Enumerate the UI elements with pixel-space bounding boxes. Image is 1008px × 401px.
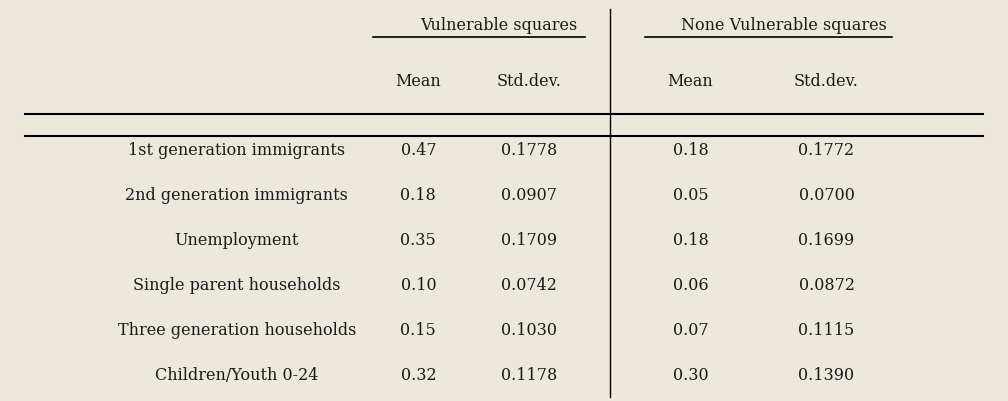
Text: 0.1699: 0.1699 xyxy=(798,232,855,249)
Text: 0.35: 0.35 xyxy=(400,232,436,249)
Text: Three generation households: Three generation households xyxy=(118,322,356,338)
Text: 2nd generation immigrants: 2nd generation immigrants xyxy=(125,187,349,204)
Text: 0.32: 0.32 xyxy=(400,367,436,383)
Text: 0.15: 0.15 xyxy=(400,322,436,338)
Text: 0.1178: 0.1178 xyxy=(501,367,557,383)
Text: 0.0742: 0.0742 xyxy=(501,277,557,294)
Text: 0.05: 0.05 xyxy=(672,187,709,204)
Text: Std.dev.: Std.dev. xyxy=(794,73,859,90)
Text: Children/Youth 0-24: Children/Youth 0-24 xyxy=(155,367,319,383)
Text: Std.dev.: Std.dev. xyxy=(497,73,561,90)
Text: 0.10: 0.10 xyxy=(400,277,436,294)
Text: None Vulnerable squares: None Vulnerable squares xyxy=(680,17,887,34)
Text: Vulnerable squares: Vulnerable squares xyxy=(420,17,578,34)
Text: 0.06: 0.06 xyxy=(672,277,709,294)
Text: 0.18: 0.18 xyxy=(672,232,709,249)
Text: 1st generation immigrants: 1st generation immigrants xyxy=(128,142,346,159)
Text: 0.1030: 0.1030 xyxy=(501,322,557,338)
Text: 0.18: 0.18 xyxy=(400,187,436,204)
Text: 0.47: 0.47 xyxy=(400,142,436,159)
Text: Mean: Mean xyxy=(667,73,714,90)
Text: 0.30: 0.30 xyxy=(672,367,709,383)
Text: 0.0700: 0.0700 xyxy=(798,187,855,204)
Text: 0.07: 0.07 xyxy=(672,322,709,338)
Text: Single parent households: Single parent households xyxy=(133,277,341,294)
Text: 0.0907: 0.0907 xyxy=(501,187,557,204)
Text: 0.1709: 0.1709 xyxy=(501,232,557,249)
Text: 0.1390: 0.1390 xyxy=(798,367,855,383)
Text: 0.0872: 0.0872 xyxy=(798,277,855,294)
Text: Unemployment: Unemployment xyxy=(174,232,299,249)
Text: 0.1115: 0.1115 xyxy=(798,322,855,338)
Text: 0.18: 0.18 xyxy=(672,142,709,159)
Text: 0.1772: 0.1772 xyxy=(798,142,855,159)
Text: Mean: Mean xyxy=(395,73,442,90)
Text: 0.1778: 0.1778 xyxy=(501,142,557,159)
